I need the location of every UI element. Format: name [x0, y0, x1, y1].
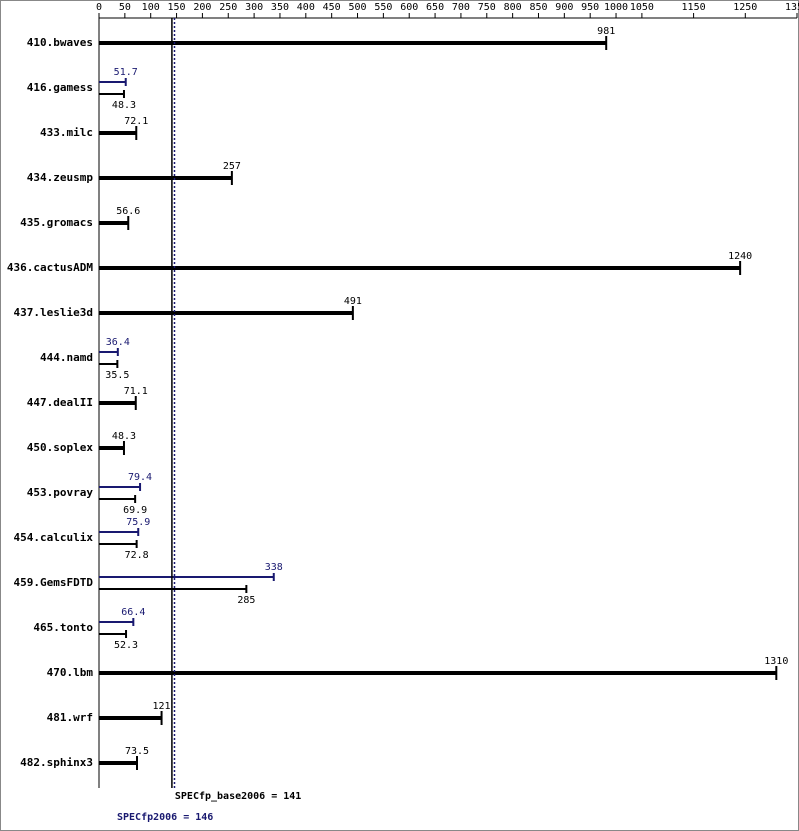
x-tick-label: 650	[426, 2, 444, 13]
category-label: 447.dealII	[27, 396, 93, 409]
category-label: 433.milc	[40, 126, 93, 139]
value-label: 48.3	[112, 100, 136, 111]
x-tick-label: 1050	[630, 2, 654, 13]
x-tick-label: 800	[504, 2, 522, 13]
x-tick-label: 1350	[785, 2, 799, 13]
category-label: 482.sphinx3	[20, 756, 93, 769]
bar	[99, 401, 136, 405]
category-label: 465.tonto	[33, 621, 93, 634]
bar	[99, 311, 353, 315]
reference-label: SPECfp_base2006 = 141	[175, 791, 301, 802]
category-label: 436.cactusADM	[7, 261, 93, 274]
category-label: 437.leslie3d	[14, 306, 93, 319]
x-tick-label: 100	[142, 2, 160, 13]
value-label: 1240	[728, 251, 752, 262]
x-tick-label: 900	[555, 2, 573, 13]
x-tick-label: 700	[452, 2, 470, 13]
peak-bar	[99, 81, 126, 83]
x-tick-label: 1250	[733, 2, 757, 13]
value-label: 981	[597, 26, 615, 37]
peak-bar	[99, 486, 141, 488]
peak-bar	[99, 576, 274, 578]
value-label: 56.6	[116, 206, 140, 217]
peak-bar	[99, 531, 139, 533]
category-label: 416.gamess	[27, 81, 93, 94]
x-tick-label: 50	[119, 2, 131, 13]
peak-bar	[99, 621, 134, 623]
category-label: 450.soplex	[27, 441, 94, 454]
bar	[99, 446, 124, 450]
x-tick-label: 150	[168, 2, 186, 13]
value-label: 1310	[764, 656, 788, 667]
value-label: 52.3	[114, 640, 138, 651]
bar	[99, 176, 232, 180]
bar	[99, 671, 777, 675]
bar	[99, 131, 137, 135]
category-label: 434.zeusmp	[27, 171, 94, 184]
value-label: 338	[265, 562, 283, 573]
category-label: 444.namd	[40, 351, 93, 364]
value-label: 72.1	[124, 116, 148, 127]
value-label: 48.3	[112, 431, 136, 442]
value-label: 79.4	[128, 472, 152, 483]
x-tick-label: 550	[374, 2, 392, 13]
bar	[99, 221, 129, 225]
bar	[99, 41, 607, 45]
category-label: 410.bwaves	[27, 36, 93, 49]
value-label: 35.5	[105, 370, 129, 381]
bar	[99, 266, 741, 270]
value-label: 73.5	[125, 746, 149, 757]
bar	[99, 761, 138, 765]
x-tick-label: 1150	[682, 2, 706, 13]
bar	[99, 716, 162, 720]
x-tick-label: 400	[297, 2, 315, 13]
x-tick-label: 750	[478, 2, 496, 13]
value-label: 36.4	[106, 337, 130, 348]
value-label: 285	[237, 595, 255, 606]
base-bar	[99, 633, 127, 635]
reference-label: SPECfp2006 = 146	[117, 812, 213, 823]
x-tick-label: 0	[96, 2, 102, 13]
base-bar	[99, 543, 137, 545]
value-label: 66.4	[121, 607, 145, 618]
x-tick-label: 850	[529, 2, 547, 13]
x-tick-label: 950	[581, 2, 599, 13]
category-label: 453.povray	[27, 486, 94, 499]
value-label: 72.8	[125, 550, 149, 561]
value-label: 257	[223, 161, 241, 172]
category-label: 435.gromacs	[20, 216, 93, 229]
peak-bar	[99, 351, 118, 353]
value-label: 491	[344, 296, 362, 307]
value-label: 121	[153, 701, 171, 712]
x-tick-label: 600	[400, 2, 418, 13]
x-tick-label: 350	[271, 2, 289, 13]
base-bar	[99, 93, 124, 95]
x-tick-label: 1000	[604, 2, 628, 13]
x-tick-label: 450	[323, 2, 341, 13]
base-bar	[99, 588, 247, 590]
base-bar	[99, 498, 136, 500]
category-label: 470.lbm	[47, 666, 94, 679]
base-bar	[99, 363, 118, 365]
x-tick-label: 250	[219, 2, 237, 13]
value-label: 69.9	[123, 505, 147, 516]
x-tick-label: 200	[193, 2, 211, 13]
x-tick-label: 500	[348, 2, 366, 13]
value-label: 75.9	[126, 517, 150, 528]
x-tick-label: 300	[245, 2, 263, 13]
value-label: 51.7	[114, 67, 138, 78]
category-label: 459.GemsFDTD	[14, 576, 94, 589]
category-label: 481.wrf	[47, 711, 93, 724]
category-label: 454.calculix	[14, 531, 94, 544]
value-label: 71.1	[124, 386, 148, 397]
